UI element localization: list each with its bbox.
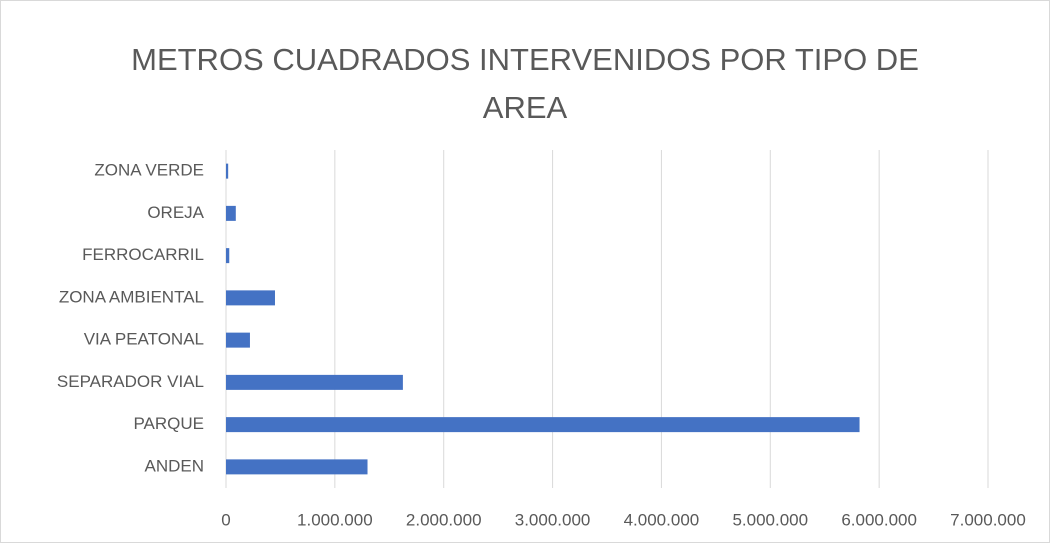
bar — [226, 290, 275, 306]
chart-title: METROS CUADRADOS INTERVENIDOS POR TIPO D… — [131, 42, 919, 125]
x-tick-label: 1.000.000 — [297, 510, 373, 529]
bar — [226, 332, 250, 348]
bar — [226, 374, 403, 390]
x-tick-label: 2.000.000 — [406, 510, 482, 529]
y-tick-label: ZONA AMBIENTAL — [59, 287, 204, 306]
x-tick-label: 5.000.000 — [732, 510, 808, 529]
x-tick-label: 0 — [221, 510, 230, 529]
bar — [226, 417, 860, 433]
bar — [226, 248, 230, 264]
bar — [226, 459, 368, 475]
y-tick-label: VIA PEATONAL — [84, 330, 204, 349]
y-tick-label: OREJA — [147, 203, 204, 222]
y-tick-label: PARQUE — [133, 414, 204, 433]
y-tick-label: FERROCARRIL — [82, 245, 204, 264]
y-tick-label: SEPARADOR VIAL — [57, 372, 204, 391]
x-tick-label: 6.000.000 — [841, 510, 917, 529]
x-tick-label: 7.000.000 — [950, 510, 1026, 529]
x-tick-label: 4.000.000 — [624, 510, 700, 529]
bar — [226, 163, 229, 179]
y-tick-label: ZONA VERDE — [94, 161, 204, 180]
y-tick-label: ANDEN — [144, 456, 204, 475]
bar — [226, 205, 236, 221]
x-tick-label: 3.000.000 — [515, 510, 591, 529]
